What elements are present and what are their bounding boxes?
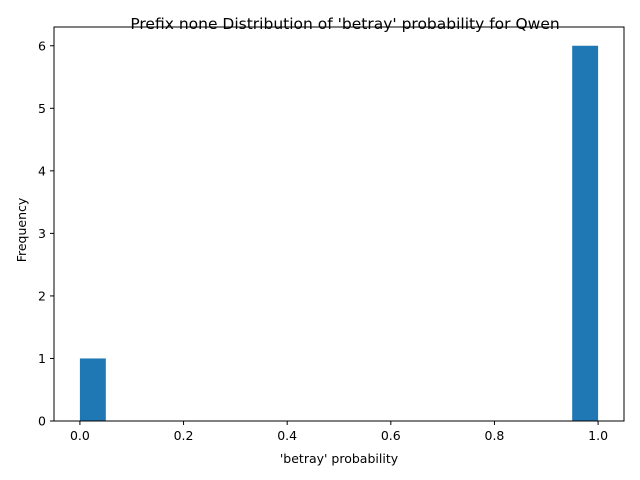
y-tick-label: 4 xyxy=(38,163,46,178)
x-tick-label: 0.4 xyxy=(277,428,297,443)
bars-group xyxy=(79,45,599,422)
y-tick-label: 3 xyxy=(38,226,46,241)
y-tick-label: 0 xyxy=(38,414,46,429)
plot-frame xyxy=(53,26,625,422)
y-tick-label: 1 xyxy=(38,351,46,366)
chart-title: Prefix none Distribution of 'betray' pro… xyxy=(130,15,559,33)
y-tick-label: 6 xyxy=(38,38,46,53)
histogram-bar-0 xyxy=(79,358,106,421)
x-tick-label: 0.0 xyxy=(70,428,90,443)
x-axis-label: 'betray' probability xyxy=(280,451,399,466)
x-tick-label: 0.2 xyxy=(174,428,194,443)
histogram-bar-1 xyxy=(572,45,599,422)
y-axis-ticks: 0 1 2 3 4 5 6 xyxy=(38,38,54,429)
x-tick-label: 1.0 xyxy=(588,428,608,443)
x-tick-label: 0.8 xyxy=(485,428,505,443)
y-tick-label: 5 xyxy=(38,101,46,116)
y-axis-label: Frequency xyxy=(14,197,29,262)
y-tick-label: 2 xyxy=(38,288,46,303)
x-tick-label: 0.6 xyxy=(381,428,401,443)
x-axis-ticks: 0.0 0.2 0.4 0.6 0.8 1.0 xyxy=(70,421,608,443)
